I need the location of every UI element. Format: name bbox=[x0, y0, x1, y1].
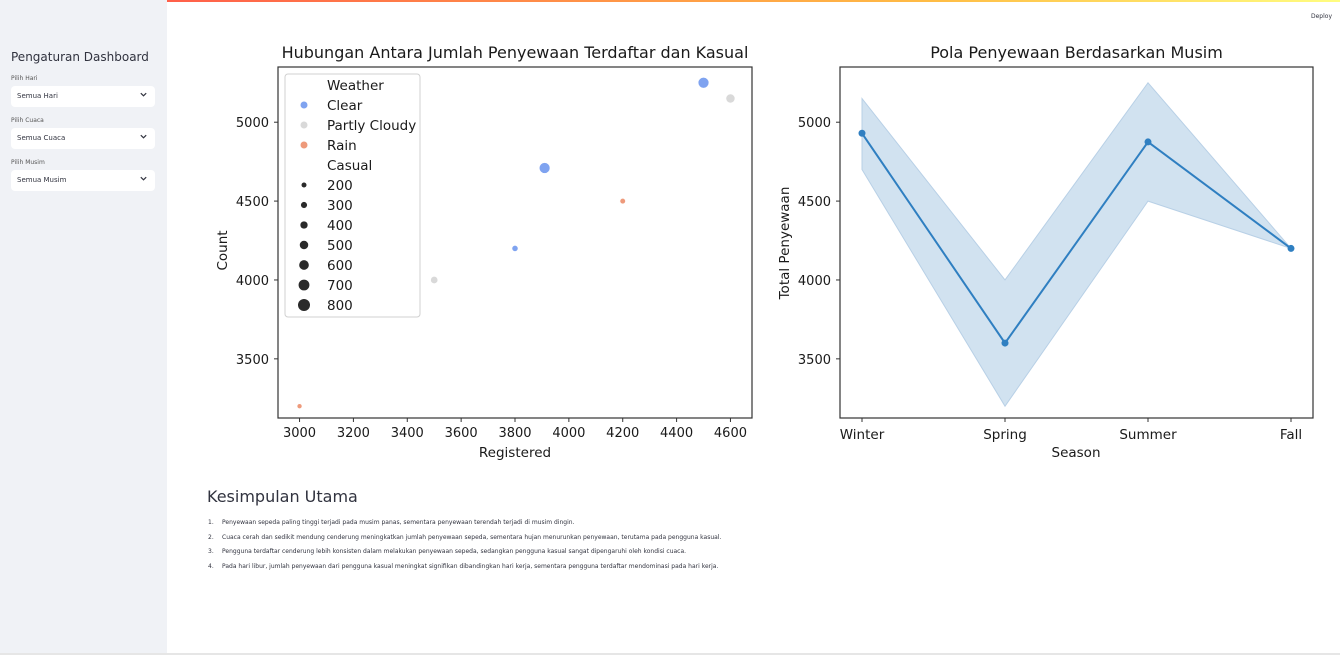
x-tick-label: 3800 bbox=[498, 426, 531, 441]
legend-label: 300 bbox=[327, 198, 353, 214]
scatter-point bbox=[430, 275, 439, 284]
legend-size-title: Casual bbox=[327, 158, 372, 174]
legend-marker bbox=[300, 121, 308, 129]
legend-marker bbox=[300, 141, 308, 149]
confidence-band bbox=[861, 81, 1293, 408]
conclusion-item: 3. Pengguna terdaftar cenderung lebih kon… bbox=[208, 547, 721, 562]
list-number: 1. bbox=[208, 519, 214, 526]
y-tick-label: 3500 bbox=[236, 353, 269, 368]
y-tick-label: 5000 bbox=[798, 116, 831, 131]
season-select[interactable]: Semua Musim bbox=[11, 170, 155, 191]
y-tick-label: 5000 bbox=[236, 116, 269, 131]
x-tick-label: Summer bbox=[1119, 427, 1177, 443]
legend-size-marker bbox=[300, 221, 308, 229]
scatter-point bbox=[296, 403, 303, 409]
conclusion-item: 4. Pada hari libur, jumlah penyewaan dari… bbox=[208, 562, 721, 577]
legend-label: 600 bbox=[327, 258, 353, 274]
conclusion-text: Penyewaan sepeda paling tinggi terjadi p… bbox=[222, 519, 575, 526]
weather-select[interactable]: Semua Cuaca bbox=[11, 128, 155, 149]
day-select-value: Semua Hari bbox=[17, 92, 58, 100]
x-tick-label: Winter bbox=[840, 427, 885, 443]
y-tick-label: 4500 bbox=[798, 195, 831, 210]
weather-select-value: Semua Cuaca bbox=[17, 134, 66, 142]
top-decoration-bar bbox=[0, 0, 1340, 2]
y-tick-label: 4000 bbox=[236, 274, 269, 289]
y-axis-label: Count bbox=[215, 230, 231, 270]
line-point bbox=[1001, 339, 1009, 347]
y-axis-label: Total Penyewaan bbox=[777, 187, 793, 301]
legend-box bbox=[284, 73, 421, 318]
x-axis-label: Registered bbox=[479, 445, 551, 461]
chart-title: Hubungan Antara Jumlah Penyewaan Terdaft… bbox=[282, 43, 749, 62]
weather-filter-label: Pilih Cuaca bbox=[11, 117, 44, 124]
conclusion-title: Kesimpulan Utama bbox=[207, 487, 358, 506]
legend-label: Partly Cloudy bbox=[327, 118, 416, 134]
legend-label: 400 bbox=[327, 218, 353, 234]
chart-title: Pola Penyewaan Berdasarkan Musim bbox=[930, 43, 1223, 62]
x-tick-label: Fall bbox=[1280, 427, 1302, 443]
chevron-down-icon bbox=[140, 176, 147, 181]
y-tick-label: 4500 bbox=[236, 195, 269, 210]
y-tick-label: 4000 bbox=[798, 274, 831, 289]
legend-label: 800 bbox=[327, 298, 353, 314]
scatter-chart: Hubungan Antara Jumlah Penyewaan Terdaft… bbox=[215, 43, 753, 461]
deploy-button[interactable]: Deploy bbox=[1310, 13, 1332, 20]
legend-marker bbox=[300, 101, 308, 109]
conclusion-list: 1. Penyewaan sepeda paling tinggi terjadi… bbox=[208, 518, 721, 576]
x-tick-label: 3600 bbox=[445, 426, 478, 441]
sidebar: Pengaturan Dashboard Pilih Hari Semua Ha… bbox=[0, 0, 167, 655]
conclusion-text: Cuaca cerah dan sedikit mendung cenderun… bbox=[222, 533, 722, 541]
list-number: 3. bbox=[208, 548, 214, 555]
scatter-point bbox=[725, 93, 736, 104]
day-filter-label: Pilih Hari bbox=[11, 75, 38, 82]
conclusion-text: Pada hari libur, jumlah penyewaan dari p… bbox=[222, 562, 719, 570]
legend-hue-title: Weather bbox=[327, 78, 384, 94]
legend-label: 200 bbox=[327, 178, 353, 194]
x-tick-label: 4000 bbox=[552, 426, 585, 441]
x-tick-label: 4400 bbox=[660, 426, 693, 441]
x-axis-label: Season bbox=[1052, 445, 1101, 461]
scatter-point bbox=[511, 245, 519, 252]
day-select[interactable]: Semua Hari bbox=[11, 86, 155, 107]
season-line-chart: Pola Penyewaan Berdasarkan Musim Winter Sp… bbox=[777, 43, 1314, 461]
scatter-point bbox=[697, 77, 710, 89]
season-filter-label: Pilih Musim bbox=[11, 159, 45, 166]
footer-divider bbox=[0, 653, 1340, 655]
legend-size-marker bbox=[299, 240, 309, 250]
x-tick-label: 3200 bbox=[337, 426, 370, 441]
x-tick-label: 4600 bbox=[714, 426, 747, 441]
legend-size-marker bbox=[301, 182, 307, 188]
line-point bbox=[1144, 138, 1152, 146]
x-tick-label: Spring bbox=[983, 427, 1027, 443]
legend-size-marker bbox=[299, 260, 309, 270]
conclusion-text: Pengguna terdaftar cenderung lebih konsi… bbox=[222, 548, 687, 555]
legend-size-marker bbox=[300, 201, 308, 209]
y-tick-label: 3500 bbox=[798, 353, 831, 368]
legend-label: Clear bbox=[327, 98, 363, 114]
x-tick-label: 3000 bbox=[283, 426, 316, 441]
list-number: 2. bbox=[208, 533, 214, 541]
conclusion-item: 1. Penyewaan sepeda paling tinggi terjadi… bbox=[208, 518, 721, 533]
legend-size-marker bbox=[298, 279, 310, 291]
sidebar-title: Pengaturan Dashboard bbox=[11, 50, 149, 64]
legend-label: Rain bbox=[327, 138, 357, 154]
line-point bbox=[1287, 244, 1295, 252]
legend-label: 700 bbox=[327, 278, 353, 294]
line-point bbox=[858, 129, 866, 137]
x-tick-label: 3400 bbox=[391, 426, 424, 441]
scatter-point bbox=[538, 162, 551, 174]
legend-label: 500 bbox=[327, 238, 353, 254]
x-tick-label: 4200 bbox=[606, 426, 639, 441]
plot-frame bbox=[839, 66, 1314, 419]
scatter-point bbox=[619, 197, 626, 205]
legend-size-marker bbox=[298, 299, 310, 311]
chevron-down-icon bbox=[140, 134, 147, 139]
series-line bbox=[861, 132, 1292, 345]
chevron-down-icon bbox=[140, 92, 147, 97]
list-number: 4. bbox=[208, 562, 214, 570]
conclusion-item: 2. Cuaca cerah dan sedikit mendung cender… bbox=[208, 533, 721, 548]
season-select-value: Semua Musim bbox=[17, 176, 67, 184]
